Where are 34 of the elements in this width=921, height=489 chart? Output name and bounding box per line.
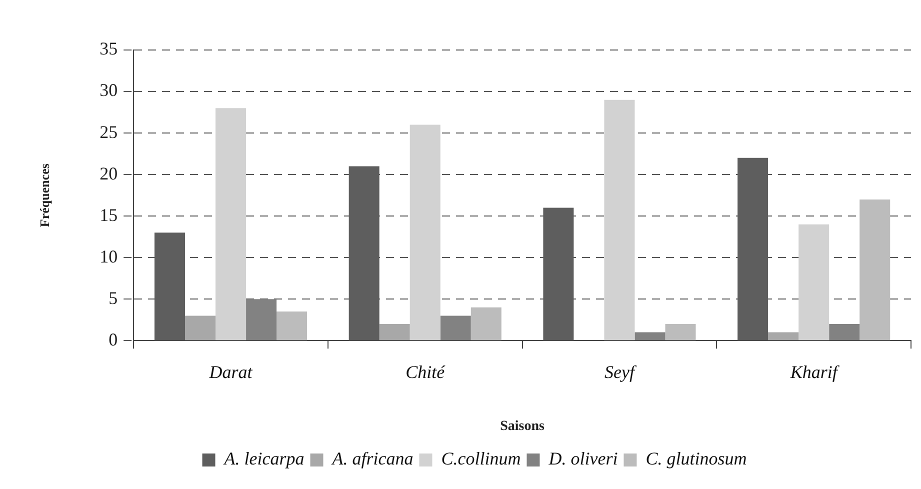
- legend-label: A. africana: [331, 448, 414, 469]
- y-tick-label: 35: [100, 38, 118, 59]
- x-tick-label: Chité: [406, 362, 446, 382]
- bar: [768, 332, 799, 340]
- y-tick-label: 30: [100, 80, 118, 100]
- y-tick-label: 0: [108, 329, 118, 350]
- legend-label: C. glutinosum: [646, 448, 747, 469]
- x-tick-label: Darat: [208, 362, 254, 382]
- bar: [216, 108, 246, 340]
- y-tick-label: 25: [100, 122, 118, 142]
- x-tick-label: Seyf: [604, 362, 638, 382]
- x-tick-label: Kharif: [789, 362, 840, 382]
- x-axis-title: Saisons: [500, 419, 546, 434]
- bar: [798, 224, 830, 340]
- bar: [379, 324, 410, 340]
- bar: [604, 100, 635, 340]
- bar: [860, 199, 890, 340]
- bar: [470, 307, 502, 340]
- bar: [829, 324, 860, 340]
- bar: [410, 124, 440, 340]
- y-tick-label: 15: [100, 204, 118, 225]
- legend-label: C.collinum: [441, 448, 521, 469]
- y-tick-label: 5: [108, 288, 118, 308]
- bar: [440, 316, 471, 340]
- bar: [634, 332, 666, 340]
- bar: [665, 324, 696, 340]
- y-tick-label: 10: [100, 246, 118, 266]
- bar: [246, 299, 277, 340]
- y-tick-label: 20: [100, 163, 118, 184]
- bar: [276, 312, 308, 340]
- legend-label: D. oliveri: [548, 448, 618, 469]
- y-axis-title: Fréquences: [37, 164, 52, 228]
- legend-label: A. leicarpa: [223, 448, 304, 469]
- bar: [185, 316, 216, 340]
